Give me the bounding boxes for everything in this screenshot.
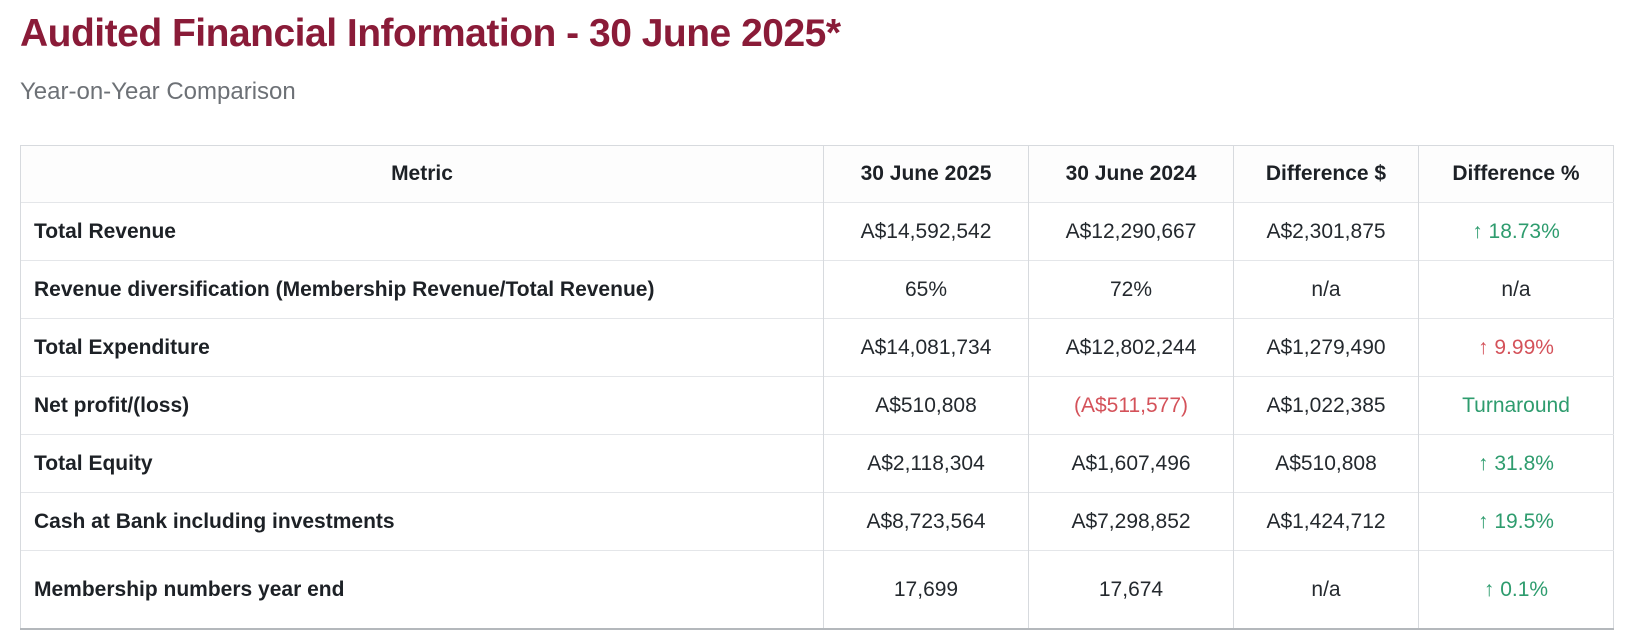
metric-cell: Cash at Bank including investments [20,492,824,551]
metric-cell: Total Expenditure [20,318,824,377]
table-row: Cash at Bank including investments A$8,72… [20,492,1614,551]
financial-comparison-table: Metric 30 June 2025 30 June 2024 Differe… [20,145,1614,630]
table-row: Membership numbers year end 17,699 17,674 n… [20,550,1614,629]
column-header-30-june-2025: 30 June 2025 [823,145,1029,203]
table-body: Total Revenue A$14,592,542 A$12,290,667 A$2… [20,202,1614,629]
metric-cell: Revenue diversification (Membership Reve… [20,260,824,319]
table-row: Total Expenditure A$14,081,734 A$12,802,24… [20,318,1614,377]
value-2025-cell: A$14,081,734 [823,318,1029,377]
value-2025-cell: 65% [823,260,1029,319]
difference-dollar-cell: A$1,424,712 [1233,492,1419,551]
page-title: Audited Financial Information - 30 June … [20,12,841,55]
column-header-metric: Metric [20,145,824,203]
table-row: Revenue diversification (Membership Reve… [20,260,1614,319]
metric-cell: Net profit/(loss) [20,376,824,435]
difference-percent-cell: ↑ 0.1% [1418,550,1614,629]
page-subtitle: Year-on-Year Comparison [20,77,296,105]
table-header-row: Metric 30 June 2025 30 June 2024 Differe… [20,145,1614,203]
value-2024-cell: (A$511,577) [1028,376,1234,435]
difference-percent-cell: ↑ 31.8% [1418,434,1614,493]
difference-percent-cell: ↑ 18.73% [1418,202,1614,261]
value-2025-cell: A$8,723,564 [823,492,1029,551]
difference-percent-cell: ↑ 19.5% [1418,492,1614,551]
difference-percent-cell: ↑ 9.99% [1418,318,1614,377]
difference-dollar-cell: n/a [1233,550,1419,629]
metric-cell: Total Revenue [20,202,824,261]
difference-percent-cell: n/a [1418,260,1614,319]
difference-dollar-cell: A$510,808 [1233,434,1419,493]
table-row: Net profit/(loss) A$510,808 (A$511,577) A$1… [20,376,1614,435]
difference-dollar-cell: A$1,279,490 [1233,318,1419,377]
value-2024-cell: A$1,607,496 [1028,434,1234,493]
difference-dollar-cell: n/a [1233,260,1419,319]
value-2024-cell: A$12,802,244 [1028,318,1234,377]
metric-cell: Membership numbers year end [20,550,824,629]
value-2025-cell: A$14,592,542 [823,202,1029,261]
value-2025-cell: 17,699 [823,550,1029,629]
difference-dollar-cell: A$1,022,385 [1233,376,1419,435]
difference-dollar-cell: A$2,301,875 [1233,202,1419,261]
metric-cell: Total Equity [20,434,824,493]
value-2024-cell: A$12,290,667 [1028,202,1234,261]
value-2025-cell: A$2,118,304 [823,434,1029,493]
value-2025-cell: A$510,808 [823,376,1029,435]
difference-percent-cell: Turnaround [1418,376,1614,435]
column-header-difference-percent: Difference % [1418,145,1614,203]
value-2024-cell: A$7,298,852 [1028,492,1234,551]
value-2024-cell: 72% [1028,260,1234,319]
table-row: Total Revenue A$14,592,542 A$12,290,667 A$2… [20,202,1614,261]
table-row: Total Equity A$2,118,304 A$1,607,496 A$510,… [20,434,1614,493]
column-header-30-june-2024: 30 June 2024 [1028,145,1234,203]
column-header-difference-dollar: Difference $ [1233,145,1419,203]
value-2024-cell: 17,674 [1028,550,1234,629]
